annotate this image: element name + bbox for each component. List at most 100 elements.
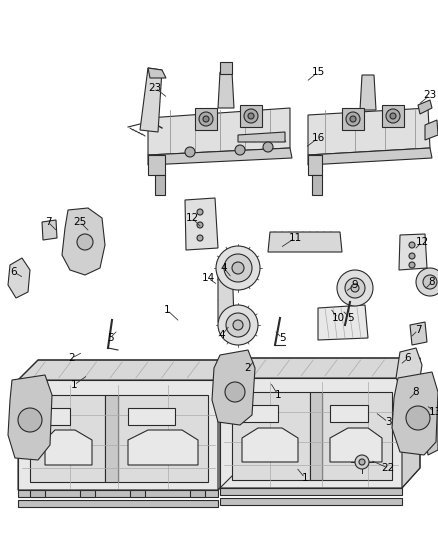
- Polygon shape: [128, 408, 175, 425]
- Text: 14: 14: [201, 273, 215, 283]
- Text: 9: 9: [352, 280, 358, 290]
- Circle shape: [216, 246, 260, 290]
- Circle shape: [263, 142, 273, 152]
- Polygon shape: [45, 430, 92, 465]
- Polygon shape: [18, 500, 218, 507]
- Circle shape: [197, 209, 203, 215]
- Circle shape: [232, 262, 244, 274]
- Circle shape: [18, 408, 42, 432]
- Polygon shape: [242, 428, 298, 462]
- Circle shape: [225, 382, 245, 402]
- Polygon shape: [8, 375, 52, 460]
- Text: 6: 6: [405, 353, 411, 363]
- Polygon shape: [42, 220, 57, 240]
- Circle shape: [233, 320, 243, 330]
- Polygon shape: [418, 100, 432, 114]
- Polygon shape: [212, 350, 255, 425]
- Polygon shape: [238, 132, 285, 142]
- Text: 4: 4: [221, 263, 227, 273]
- Polygon shape: [310, 392, 322, 480]
- Polygon shape: [218, 360, 238, 490]
- Text: 12: 12: [185, 213, 198, 223]
- Polygon shape: [308, 148, 432, 165]
- Polygon shape: [330, 405, 368, 422]
- Polygon shape: [360, 75, 376, 110]
- Polygon shape: [18, 360, 238, 380]
- Polygon shape: [392, 372, 438, 455]
- Polygon shape: [240, 105, 262, 127]
- Text: 1: 1: [302, 473, 308, 483]
- Text: 5: 5: [107, 333, 113, 343]
- Circle shape: [226, 313, 250, 337]
- Circle shape: [345, 278, 365, 298]
- Polygon shape: [148, 68, 166, 78]
- Polygon shape: [185, 198, 218, 250]
- Polygon shape: [220, 62, 232, 74]
- Text: 22: 22: [381, 463, 395, 473]
- Polygon shape: [148, 155, 165, 175]
- Polygon shape: [424, 398, 438, 455]
- Circle shape: [197, 222, 203, 228]
- Text: 13: 13: [428, 407, 438, 417]
- Polygon shape: [342, 108, 364, 130]
- Polygon shape: [105, 395, 118, 482]
- Polygon shape: [382, 105, 404, 127]
- Circle shape: [185, 147, 195, 157]
- Text: 15: 15: [311, 67, 325, 77]
- Text: 5: 5: [347, 313, 353, 323]
- Polygon shape: [45, 408, 70, 425]
- Circle shape: [386, 109, 400, 123]
- Circle shape: [199, 112, 213, 126]
- Circle shape: [355, 455, 369, 469]
- Text: 1: 1: [275, 390, 281, 400]
- Circle shape: [337, 270, 373, 306]
- Polygon shape: [190, 490, 205, 497]
- Polygon shape: [8, 258, 30, 298]
- Text: 7: 7: [415, 325, 421, 335]
- Polygon shape: [220, 378, 402, 488]
- Circle shape: [409, 253, 415, 259]
- Text: 16: 16: [311, 133, 325, 143]
- Text: 1: 1: [164, 305, 170, 315]
- Polygon shape: [242, 405, 278, 422]
- Circle shape: [423, 275, 437, 289]
- Text: 2: 2: [245, 363, 251, 373]
- Polygon shape: [425, 120, 438, 140]
- Polygon shape: [410, 322, 427, 345]
- Polygon shape: [218, 260, 234, 322]
- Text: 5: 5: [279, 333, 285, 343]
- Polygon shape: [232, 392, 310, 480]
- Polygon shape: [330, 428, 382, 462]
- Text: 8: 8: [413, 387, 419, 397]
- Polygon shape: [402, 358, 420, 488]
- Circle shape: [248, 113, 254, 119]
- Text: 10: 10: [332, 313, 345, 323]
- Circle shape: [346, 112, 360, 126]
- Circle shape: [416, 268, 438, 296]
- Polygon shape: [218, 72, 234, 108]
- Text: 23: 23: [424, 90, 437, 100]
- Polygon shape: [312, 175, 322, 195]
- Text: 11: 11: [288, 233, 302, 243]
- Polygon shape: [148, 108, 290, 155]
- Circle shape: [197, 235, 203, 241]
- Circle shape: [77, 234, 93, 250]
- Circle shape: [406, 406, 430, 430]
- Polygon shape: [130, 490, 145, 497]
- Text: 2: 2: [69, 353, 75, 363]
- Polygon shape: [268, 232, 342, 252]
- Polygon shape: [399, 234, 427, 270]
- Text: 3: 3: [385, 417, 391, 427]
- Polygon shape: [18, 490, 218, 497]
- Polygon shape: [80, 490, 95, 497]
- Polygon shape: [220, 488, 402, 495]
- Text: 7: 7: [45, 217, 51, 227]
- Text: 4: 4: [219, 330, 225, 340]
- Polygon shape: [195, 108, 217, 130]
- Circle shape: [409, 262, 415, 268]
- Circle shape: [218, 305, 258, 345]
- Polygon shape: [155, 175, 165, 195]
- Polygon shape: [140, 68, 162, 132]
- Text: 25: 25: [74, 217, 87, 227]
- Polygon shape: [30, 490, 45, 497]
